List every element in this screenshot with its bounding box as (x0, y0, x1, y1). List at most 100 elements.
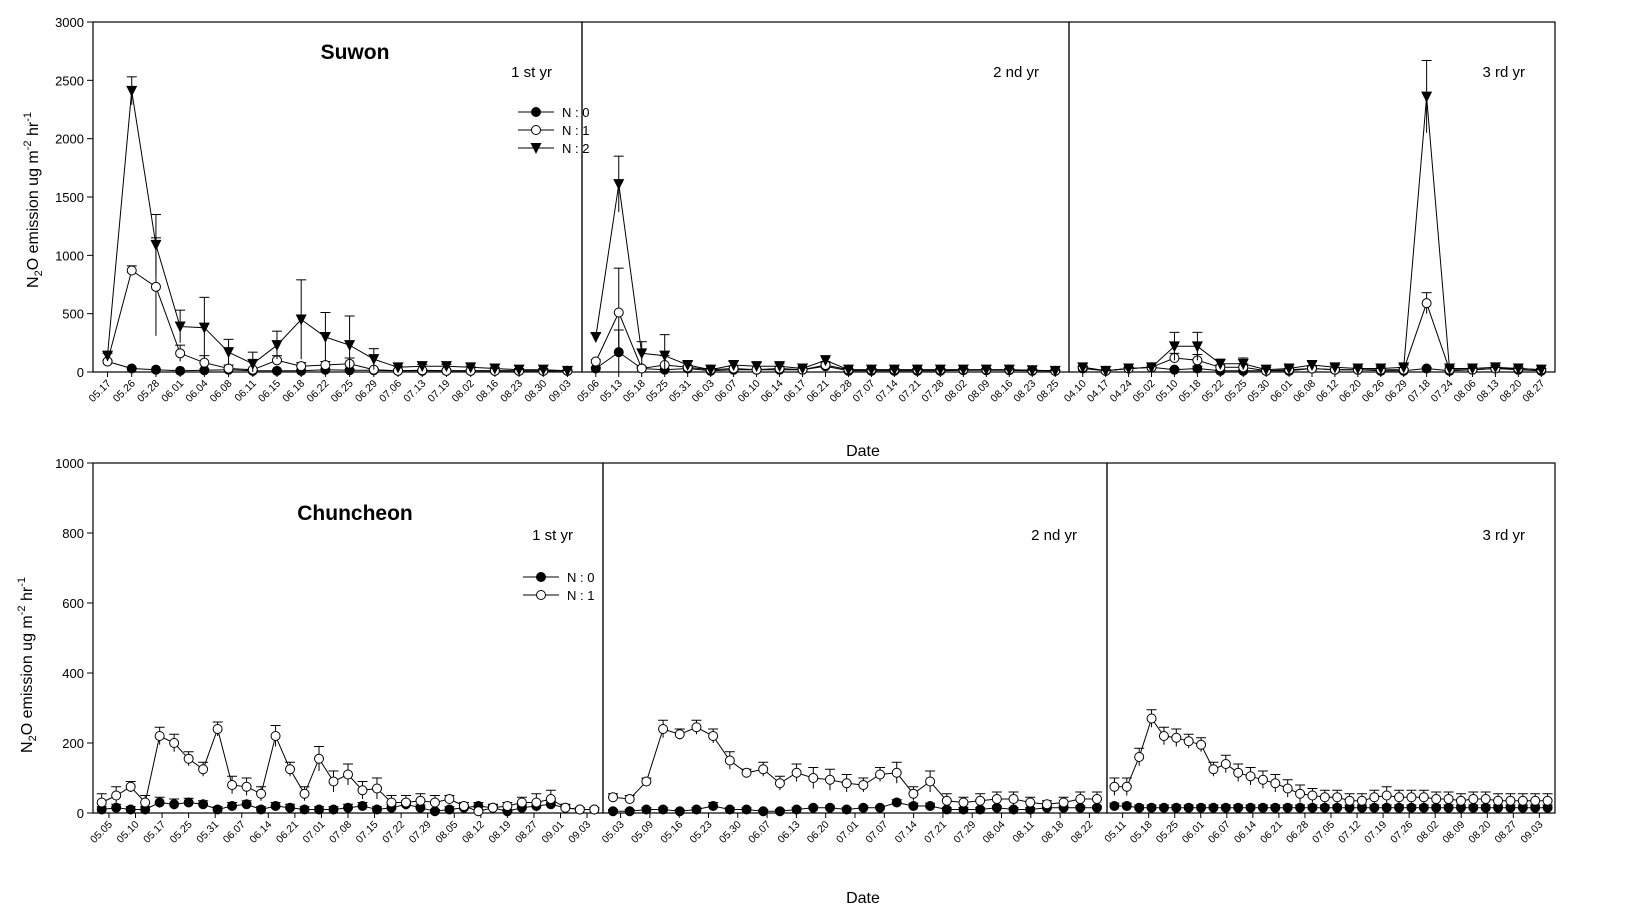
data-point (247, 358, 259, 370)
legend-label: N : 1 (567, 588, 594, 603)
x-tick-label: 06.29 (1383, 378, 1410, 405)
series-line (1082, 96, 1542, 372)
data-point (1406, 792, 1417, 803)
data-point (560, 802, 571, 813)
x-tick-label: 05.02 (1131, 378, 1158, 405)
x-tick-label: 06.14 (247, 819, 274, 846)
data-point (1418, 802, 1429, 813)
data-point (458, 801, 469, 811)
legend-marker (531, 125, 541, 135)
data-point (1375, 363, 1387, 375)
data-point (545, 794, 556, 804)
data-point (659, 350, 671, 362)
data-point (465, 362, 477, 374)
data-point (368, 354, 380, 366)
data-point (1146, 713, 1157, 724)
x-tick-label: 09.03 (1518, 819, 1545, 846)
data-point (1026, 365, 1038, 377)
data-point (1077, 362, 1089, 374)
data-point (613, 179, 625, 191)
data-point (444, 794, 455, 804)
data-point (641, 776, 652, 787)
panel-label: 2 nd yr (993, 64, 1039, 81)
data-point (1214, 358, 1226, 370)
data-point (344, 340, 356, 352)
data-point (299, 804, 310, 815)
data-point (1100, 365, 1112, 377)
panel-frame (602, 462, 1108, 814)
data-point (1282, 802, 1293, 813)
data-point (875, 802, 886, 813)
data-point (774, 361, 786, 373)
legend-label: N : 2 (562, 141, 589, 156)
x-tick-label: 08.02 (942, 378, 969, 405)
data-point (1134, 802, 1145, 813)
x-tick-label: 07.24 (1429, 378, 1456, 405)
x-tick-label: 06.01 (1268, 378, 1295, 405)
data-point (357, 785, 368, 796)
data-point (708, 731, 719, 741)
data-point (1233, 802, 1244, 813)
data-point (1233, 767, 1244, 778)
data-point (1468, 794, 1479, 804)
x-tick-label: 06.11 (232, 378, 259, 405)
legend-marker (536, 590, 546, 600)
x-tick-label: 07.01 (834, 819, 861, 846)
data-point (1512, 363, 1524, 375)
panel-label: 1 st yr (511, 64, 552, 81)
data-point (270, 801, 281, 811)
data-point (1307, 802, 1318, 813)
data-point (1352, 363, 1364, 375)
x-tick-label: 08.02 (450, 378, 477, 405)
data-point (440, 361, 452, 373)
data-point (1394, 792, 1405, 803)
data-point (473, 806, 484, 817)
x-tick-label: 05.23 (688, 819, 715, 846)
data-point (1421, 298, 1432, 309)
data-point (175, 365, 186, 376)
data-point (1283, 363, 1295, 375)
x-tick-label: 05.10 (1154, 378, 1181, 405)
data-point (958, 797, 969, 808)
ylabel-sup-1: -2 (22, 140, 34, 150)
x-tick-label: 06.26 (1360, 378, 1387, 405)
y-tick-label: 3000 (55, 15, 84, 30)
x-tick-label: 07.14 (873, 378, 900, 405)
data-point (1319, 792, 1330, 803)
x-tick-label: 08.16 (474, 378, 501, 405)
data-point (980, 364, 992, 376)
data-point (1008, 804, 1019, 815)
data-point (285, 764, 296, 775)
data-point (957, 364, 969, 376)
ylabel-part-b: O emission ug m (25, 150, 42, 270)
panel-label: 1 st yr (532, 527, 573, 544)
data-point (1505, 795, 1516, 806)
x-tick-label: 05.25 (644, 378, 671, 405)
data-point (728, 360, 740, 371)
x-tick-label: 07.07 (850, 378, 877, 405)
x-tick-label: 07.07 (863, 819, 890, 846)
data-point (741, 804, 752, 815)
data-point (343, 769, 353, 780)
x-tick-label: 05.18 (621, 378, 648, 405)
data-point (589, 804, 600, 815)
data-point (319, 332, 331, 343)
data-point (1329, 362, 1341, 374)
x-tick-label: 06.15 (256, 378, 283, 405)
data-point (1183, 802, 1194, 813)
data-point (1245, 771, 1256, 782)
x-tick-label: 05.18 (1176, 378, 1203, 405)
ylabel-sup-2: -1 (16, 577, 28, 587)
data-point (1146, 802, 1157, 813)
data-point (1245, 802, 1256, 813)
data-point (1270, 778, 1281, 789)
series-line (1114, 717, 1548, 802)
x-tick-label: 05.11 (1102, 819, 1129, 846)
data-point (150, 239, 162, 251)
x-tick-label: 09.03 (566, 819, 593, 846)
x-tick-label: 07.15 (354, 819, 381, 846)
data-point (1260, 364, 1272, 376)
data-point (590, 332, 602, 343)
data-point (154, 797, 165, 808)
x-tick-label: 05.30 (717, 819, 744, 846)
